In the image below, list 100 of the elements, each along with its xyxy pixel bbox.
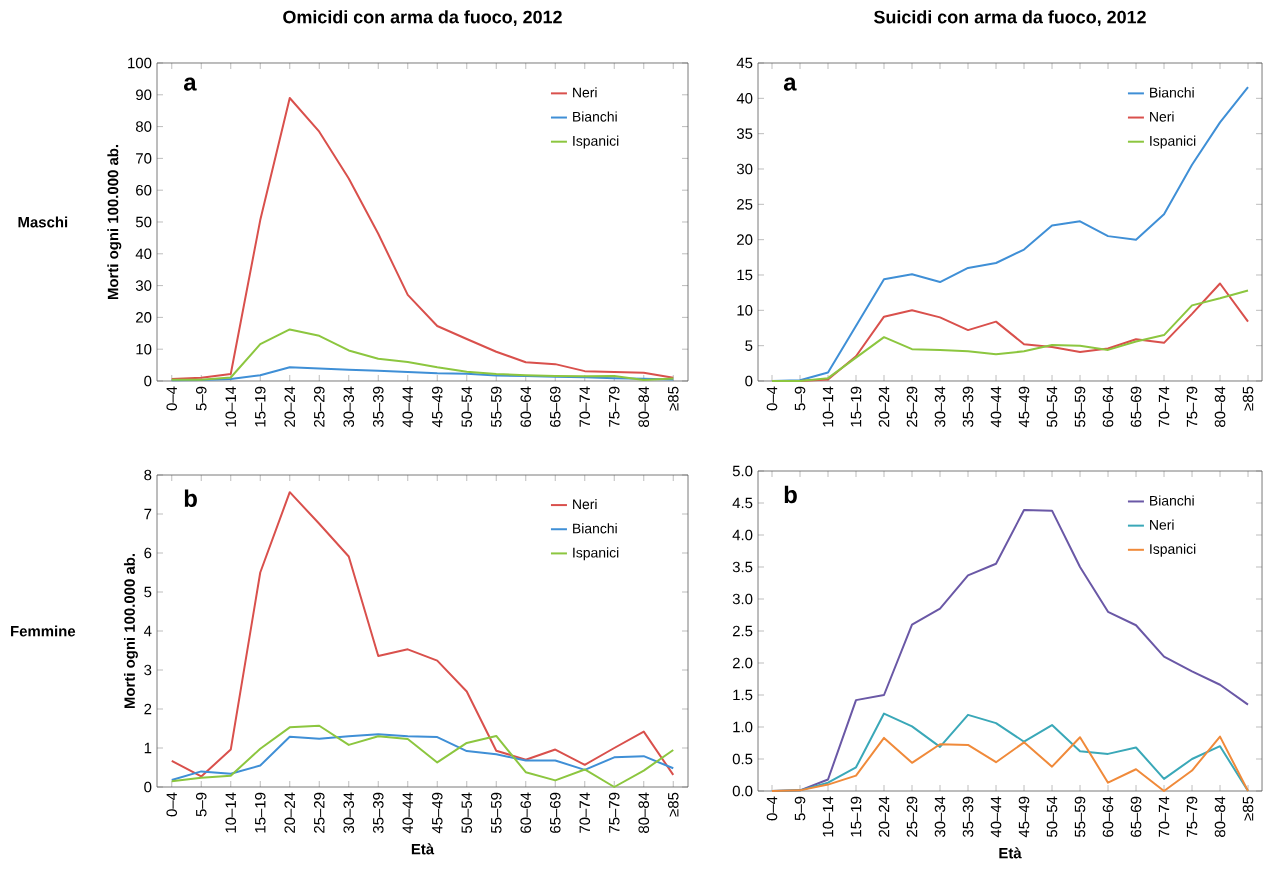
line-series: [170, 724, 675, 788]
x-tick-label: 25–29: [906, 796, 918, 837]
x-tick-label: 35–39: [962, 386, 974, 428]
y-tick-label: 8: [144, 469, 152, 481]
annotation: b: [184, 489, 197, 507]
y-tick-label: 7: [144, 508, 152, 520]
x-tick-label: 5–9: [195, 792, 207, 817]
x-tick-label: 65–69: [549, 386, 561, 427]
line-series: [170, 328, 675, 382]
x-tick-label: 75–79: [608, 792, 620, 833]
x-tick-label: 20–24: [284, 792, 296, 833]
chart-title: Suicidi con arma da fuoco, 2012: [874, 10, 1146, 27]
legend-label: Bianchi: [1150, 495, 1194, 506]
x-tick-label: 40–44: [990, 386, 1002, 428]
y-tick-label: 3.0: [732, 593, 753, 605]
y-tick-label: 1.0: [733, 721, 753, 733]
x-tick-label: 10–14: [822, 796, 834, 837]
x-tick-label: 15–19: [850, 386, 862, 427]
x-tick-label: 50–54: [461, 792, 473, 834]
y-tick-label: 90: [136, 89, 152, 101]
x-tick-label: 50–54: [1046, 796, 1058, 838]
y-tick-label: 3.5: [732, 561, 753, 573]
y-tick-label: 15: [737, 269, 753, 281]
x-tick-label: ≥85: [1242, 796, 1254, 821]
x-tick-label: 60–64: [1102, 386, 1114, 427]
x-tick-label: 55–59: [490, 792, 502, 834]
x-tick-label: 80–84: [638, 386, 650, 427]
y-tick-label: 1.5: [733, 689, 753, 701]
x-tick-label: 60–64: [520, 386, 532, 427]
x-tick-label: 30–34: [343, 792, 355, 834]
y-tick-label: 6: [144, 547, 152, 559]
y-tick-label: 4.5: [732, 497, 753, 509]
y-tick-label: 45: [736, 57, 753, 69]
x-tick-label: 25–29: [313, 792, 325, 833]
x-tick-label: 0–4: [166, 792, 178, 817]
y-tick-label: 20: [737, 234, 753, 245]
x-tick-label: 30–34: [934, 796, 946, 838]
line-series: [170, 733, 675, 781]
x-tick-label: 15–19: [254, 386, 266, 427]
x-axis-title: Età: [999, 847, 1022, 859]
x-tick-label: 10–14: [225, 792, 237, 833]
x-tick-label: 40–44: [402, 386, 414, 428]
x-tick-label: 80–84: [1214, 796, 1226, 837]
y-tick-label: 0: [144, 781, 152, 793]
y-axis-title: Morti ogni 100.000 ab.: [123, 553, 138, 709]
y-tick-label: 2.0: [732, 657, 753, 669]
legend-label: Ispanici: [573, 547, 619, 561]
y-tick-label: 25: [737, 199, 753, 210]
x-tick-label: 0–4: [166, 386, 178, 411]
x-tick-label: 70–74: [579, 386, 591, 427]
annotation: b: [784, 485, 797, 504]
x-tick-label: 45–49: [1018, 386, 1030, 428]
y-tick-label: 35: [736, 128, 753, 139]
x-tick-label: 55–59: [1074, 386, 1086, 427]
x-tick-label: 45–49: [431, 792, 443, 834]
y-tick-label: 10: [136, 343, 152, 355]
x-tick-label: 45–49: [1018, 796, 1030, 838]
x-tick-label: 10–14: [822, 386, 834, 427]
y-tick-label: 30: [135, 280, 152, 291]
x-tick-label: 5–9: [794, 796, 806, 821]
y-tick-label: 80: [135, 121, 152, 132]
x-tick-label: 0–4: [766, 386, 778, 411]
x-tick-label: 40–44: [402, 792, 414, 834]
x-tick-label: ≥85: [667, 792, 679, 817]
x-tick-label: 55–59: [490, 386, 502, 427]
x-tick-label: 60–64: [520, 792, 532, 833]
x-tick-label: 75–79: [1186, 386, 1198, 427]
x-tick-label: 15–19: [254, 792, 266, 833]
x-tick-label: 50–54: [461, 386, 473, 427]
x-tick-label: 15–19: [850, 796, 862, 837]
x-tick-label: 50–54: [1046, 386, 1058, 427]
legend-label: Ispanici: [1150, 543, 1196, 557]
x-tick-label: 35–39: [372, 792, 384, 834]
y-tick-label: 70: [136, 153, 152, 164]
y-tick-label: 2: [144, 703, 152, 715]
y-tick-label: 40: [135, 248, 152, 260]
x-tick-label: 75–79: [1186, 796, 1198, 837]
y-tick-label: 3: [144, 664, 152, 676]
legend-label: Neri: [1150, 111, 1174, 122]
y-tick-label: 40: [736, 93, 753, 104]
y-axis-title: Morti ogni 100.000 ab.: [107, 144, 122, 300]
x-tick-label: 60–64: [1102, 796, 1114, 837]
y-tick-label: 10: [737, 305, 753, 316]
x-tick-label: 25–29: [906, 386, 918, 427]
x-tick-label: 70–74: [1158, 386, 1170, 427]
x-tick-label: 20–24: [878, 386, 890, 427]
chart-title: Omicidi con arma da fuoco, 2012: [283, 10, 562, 26]
y-tick-label: 0.0: [732, 785, 753, 797]
y-tick-label: 60: [136, 184, 152, 196]
x-tick-label: 65–69: [1130, 796, 1142, 837]
y-tick-label: 100: [128, 57, 152, 69]
y-tick-label: 1: [144, 742, 152, 754]
y-tick-label: 5: [144, 586, 152, 598]
x-tick-label: ≥85: [1242, 386, 1254, 411]
x-tick-label: 5–9: [794, 386, 806, 411]
legend-label: Neri: [573, 87, 597, 98]
y-tick-label: 5: [745, 340, 753, 351]
line-series: [771, 735, 1250, 792]
x-tick-label: 40–44: [990, 796, 1002, 838]
text: Maschi: [18, 216, 68, 228]
